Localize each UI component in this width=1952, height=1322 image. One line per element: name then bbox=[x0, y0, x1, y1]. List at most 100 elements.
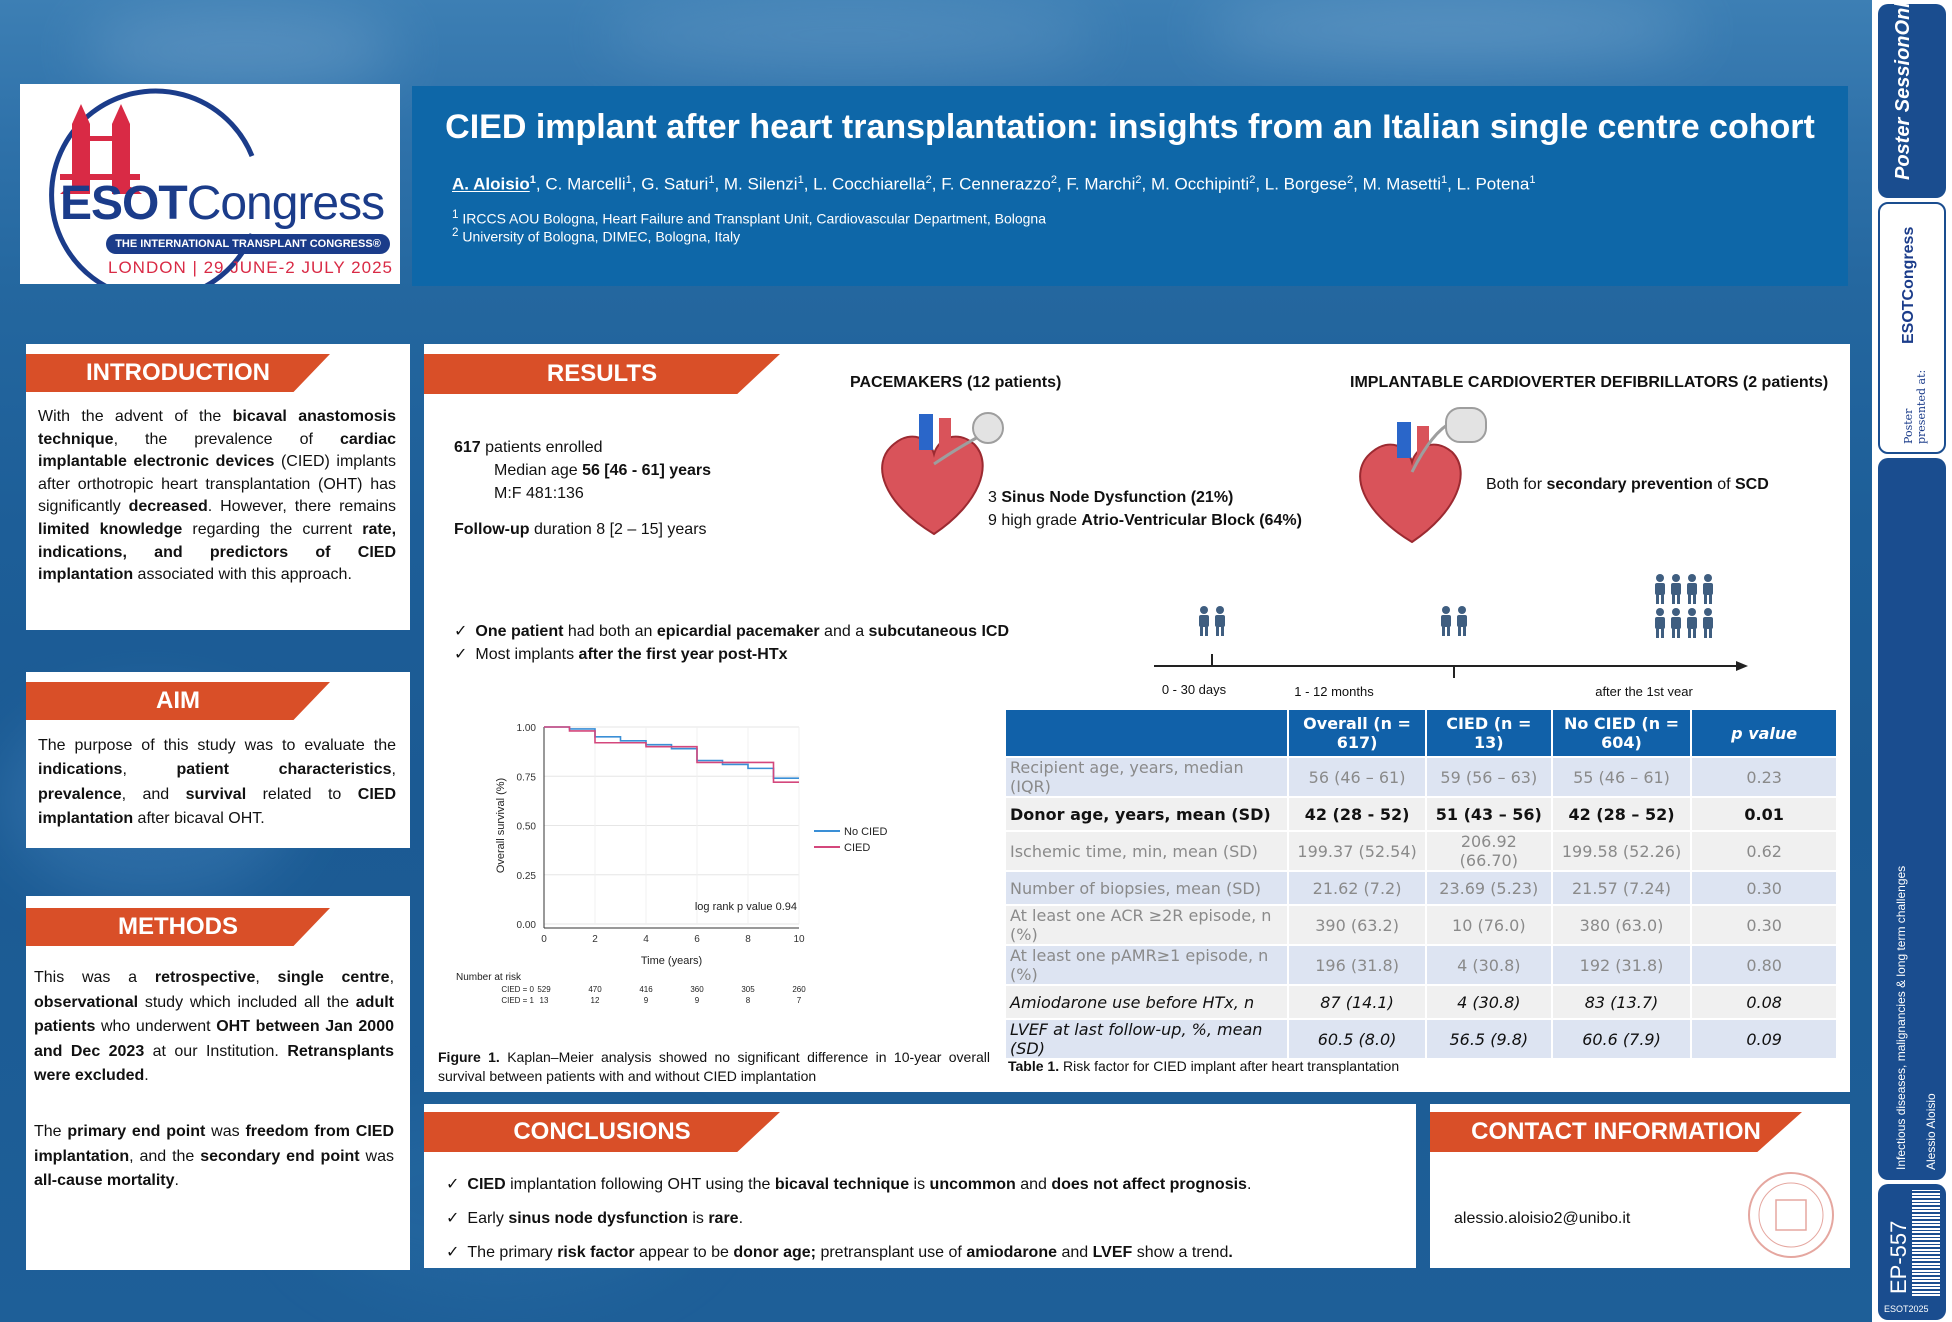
risk-factor-table: Overall (n = 617) CIED (n = 13) No CIED (n… bbox=[1003, 708, 1838, 1060]
table-cell: 56.5 (9.8) bbox=[1424, 1018, 1553, 1060]
table-cell: 60.6 (7.9) bbox=[1550, 1018, 1693, 1060]
contact-panel: CONTACT INFORMATION alessio.aloisio2@uni… bbox=[1430, 1104, 1850, 1268]
contact-heading: CONTACT INFORMATION bbox=[1430, 1112, 1802, 1152]
table-cell: Amiodarone use before HTx, n bbox=[1003, 984, 1290, 1020]
risk-row-label: CIED = 0 bbox=[501, 985, 534, 994]
poster-code-block: EP-557 ESOT2025 bbox=[1878, 1184, 1946, 1320]
pacemaker-indications: 3 Sinus Node Dysfunction (21%) 9 high gr… bbox=[988, 489, 1302, 529]
introduction-text: With the advent of the bicaval anastomos… bbox=[38, 408, 397, 584]
risk-value: 305 bbox=[741, 985, 755, 994]
table-header: No CIED (n = 604) bbox=[1550, 708, 1693, 758]
table-row: Number of biopsies, mean (SD) 21.62 (7.2)… bbox=[1003, 870, 1838, 906]
risk-value: 260 bbox=[792, 985, 806, 994]
tower-bridge-icon bbox=[60, 104, 142, 194]
heart-icd-icon bbox=[1359, 407, 1487, 544]
table-cell: 83 (13.7) bbox=[1550, 984, 1693, 1020]
author-name: L. Cocchiarella bbox=[813, 174, 926, 194]
table-cell: 0.62 bbox=[1690, 830, 1838, 872]
table-cell: 0.23 bbox=[1690, 756, 1838, 798]
finding-item: ✓ One patient had both an epicardial pace… bbox=[454, 620, 1009, 643]
risk-value: 360 bbox=[690, 985, 704, 994]
aim-panel: AIM The purpose of this study was to eva… bbox=[26, 672, 410, 848]
poster-code: EP-557 bbox=[1886, 1220, 1911, 1294]
table-cell: Ischemic time, min, mean (SD) bbox=[1003, 830, 1290, 872]
icd-indication: Both for secondary prevention of SCD bbox=[1486, 476, 1769, 493]
methods-heading: METHODS bbox=[26, 908, 330, 946]
author-name: M. Occhipinti bbox=[1150, 174, 1250, 194]
icd-title: IMPLANTABLE CARDIOVERTER DEFIBRILLATORS … bbox=[1350, 374, 1829, 391]
check-icon: ✓ bbox=[446, 1210, 460, 1227]
table-cell: 196 (31.8) bbox=[1287, 944, 1427, 986]
poster-sidebar: Poster SessionOnline ESOTCongress Poster… bbox=[1872, 0, 1952, 1322]
check-icon: ✓ bbox=[446, 1244, 460, 1261]
figure-caption: Figure 1. Kaplan–Meier analysis showed n… bbox=[438, 1049, 990, 1084]
table-cell: 21.57 (7.24) bbox=[1550, 870, 1693, 906]
table-cell: 206.92 (66.70) bbox=[1424, 830, 1553, 872]
table-header bbox=[1003, 708, 1290, 758]
table-cell: 390 (63.2) bbox=[1287, 904, 1427, 946]
check-icon: ✓ bbox=[454, 623, 468, 640]
arrow-icon bbox=[1736, 661, 1748, 671]
table-cell: 0.80 bbox=[1690, 944, 1838, 986]
conclusions-heading: CONCLUSIONS bbox=[424, 1112, 780, 1152]
conclusion-item: ✓ CIED implantation following OHT using t… bbox=[446, 1168, 1251, 1202]
table-row: LVEF at last follow-up, %, mean (SD) 60.5… bbox=[1003, 1018, 1838, 1060]
survival-curve-cied bbox=[544, 726, 799, 783]
y-tick-label: 0.50 bbox=[517, 822, 537, 833]
logo-esot: ESOT bbox=[60, 177, 188, 230]
table-cell: 0.01 bbox=[1690, 796, 1838, 832]
y-tick-label: 0.25 bbox=[517, 871, 537, 882]
x-tick-label: 10 bbox=[793, 934, 805, 945]
category-block: Infectious diseases, malignancies & long… bbox=[1878, 458, 1946, 1180]
table-cell: 42 (28 - 52) bbox=[1287, 796, 1427, 832]
table-cell: 380 (63.0) bbox=[1550, 904, 1693, 946]
risk-value: 470 bbox=[588, 985, 602, 994]
table-header: p value bbox=[1690, 708, 1838, 758]
author-name: C. Marcelli bbox=[545, 174, 626, 194]
table-cell: At least one pAMR≥1 episode, n (%) bbox=[1003, 944, 1290, 986]
table-cell: 56 (46 – 61) bbox=[1287, 756, 1427, 798]
methods-paragraph-2: The primary end point was freedom from C… bbox=[34, 1123, 395, 1189]
aim-heading: AIM bbox=[26, 682, 330, 720]
table-cell: 0.30 bbox=[1690, 870, 1838, 906]
logo-location-date: LONDON | 29 JUNE-2 JULY 2025 bbox=[108, 258, 394, 277]
methods-panel: METHODS This was a retrospective, single… bbox=[26, 896, 410, 1270]
table-cell: Donor age, years, mean (SD) bbox=[1003, 796, 1290, 832]
patient-group-icon bbox=[1441, 606, 1467, 636]
y-axis-title: Overall survival (%) bbox=[495, 778, 507, 873]
x-tick-label: 2 bbox=[592, 934, 598, 945]
methods-paragraph-1: This was a retrospective, single centre,… bbox=[34, 969, 395, 1084]
timeline-label: 0 - 30 days bbox=[1162, 682, 1227, 696]
table-cell: 4 (30.8) bbox=[1424, 944, 1553, 986]
table-row: Recipient age, years, median (IQR) 56 (46… bbox=[1003, 756, 1838, 798]
timeline-label: after the 1st year bbox=[1595, 684, 1693, 696]
logo-congress: Congress bbox=[186, 177, 385, 230]
introduction-panel: INTRODUCTION With the advent of the bica… bbox=[26, 344, 410, 630]
risk-value: 7 bbox=[797, 996, 802, 1005]
table-cell: 21.62 (7.2) bbox=[1287, 870, 1427, 906]
y-tick-label: 1.00 bbox=[517, 723, 537, 734]
aim-text: The purpose of this study was to evaluat… bbox=[38, 737, 396, 827]
table-row: Donor age, years, mean (SD) 42 (28 - 52) 5… bbox=[1003, 796, 1838, 832]
risk-value: 12 bbox=[591, 996, 600, 1005]
legend-label: No CIED bbox=[844, 826, 887, 838]
table-cell: 199.58 (52.26) bbox=[1550, 830, 1693, 872]
table-header: Overall (n = 617) bbox=[1287, 708, 1427, 758]
background-blur bbox=[1200, 0, 1700, 60]
table-cell: 4 (30.8) bbox=[1424, 984, 1553, 1020]
author-label: Alessio Aloisio bbox=[1924, 1093, 1938, 1170]
barcode-icon bbox=[1912, 1190, 1940, 1296]
author-name: L. Potena bbox=[1456, 174, 1530, 194]
cohort-summary: 617 patients enrolled Median age 56 [46 … bbox=[454, 439, 712, 538]
author-name: M. Silenzi bbox=[723, 174, 798, 194]
table-cell: 23.69 (5.23) bbox=[1424, 870, 1553, 906]
congress-logo-panel: ESOTCongress THE INTERNATIONAL TRANSPLAN… bbox=[20, 84, 400, 302]
table-row: At least one pAMR≥1 episode, n (%) 196 (3… bbox=[1003, 944, 1838, 986]
x-tick-label: 4 bbox=[643, 934, 649, 945]
risk-row-label: CIED = 1 bbox=[501, 996, 534, 1005]
contact-email[interactable]: alessio.aloisio2@unibo.it bbox=[1454, 1210, 1631, 1227]
table-cell: 0.30 bbox=[1690, 904, 1838, 946]
introduction-heading: INTRODUCTION bbox=[26, 354, 330, 392]
table-cell: 59 (56 – 63) bbox=[1424, 756, 1553, 798]
pacemaker-title: PACEMAKERS (12 patients) bbox=[850, 374, 1062, 391]
